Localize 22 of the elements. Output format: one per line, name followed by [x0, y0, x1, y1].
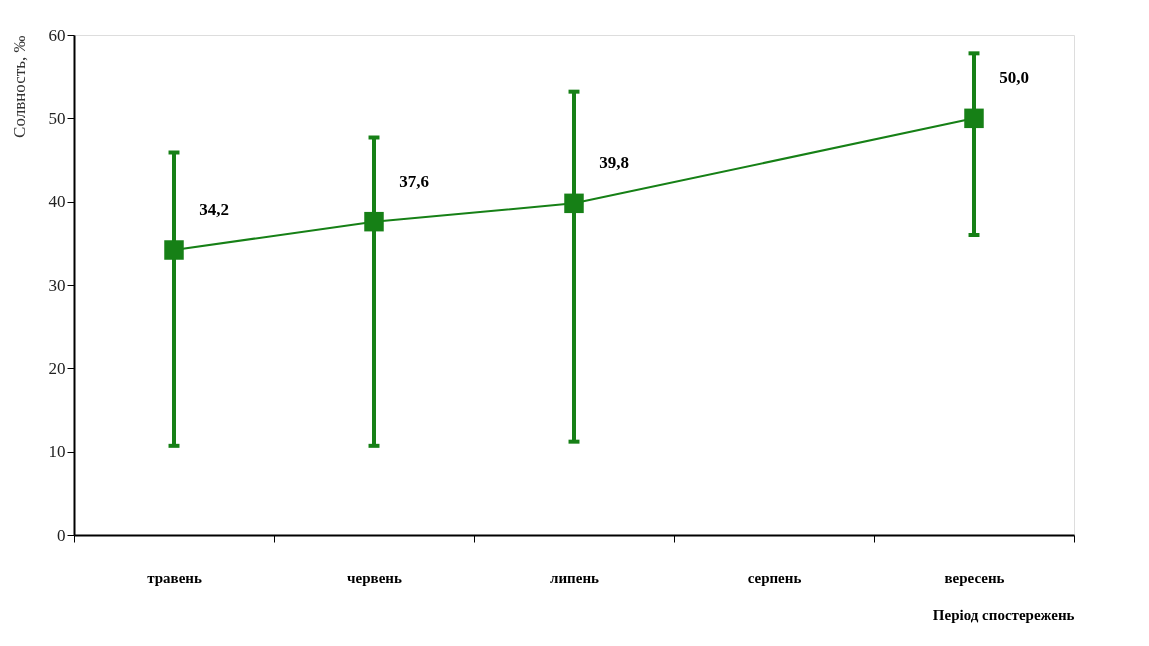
y-tick-label: 50	[48, 108, 66, 128]
data-label: 37,6	[399, 171, 429, 191]
point	[364, 211, 384, 232]
point	[164, 240, 184, 260]
y-tick-label: 20	[48, 358, 66, 378]
x-axis-title: Період спостережень	[932, 606, 1075, 623]
x-tick-label: травень	[147, 569, 202, 586]
y-tick-label: 60	[48, 25, 66, 45]
y-tick-label: 30	[48, 275, 66, 295]
data-label: 50,0	[999, 68, 1029, 88]
x-tick-label: червень	[347, 569, 402, 586]
data-label: 39,8	[599, 153, 629, 173]
y-axis-title: Солвность, ‰	[9, 35, 29, 138]
x-tick-label: серпень	[747, 569, 802, 586]
data-label: 34,2	[199, 200, 229, 219]
x-tick-label: вересень	[944, 569, 1005, 586]
x-tick-label: липень	[550, 569, 600, 586]
point	[964, 108, 984, 129]
point	[564, 193, 584, 214]
y-tick-label: 40	[48, 192, 66, 212]
y-tick-label: 0	[57, 525, 66, 545]
y-tick-label: 10	[48, 442, 66, 462]
